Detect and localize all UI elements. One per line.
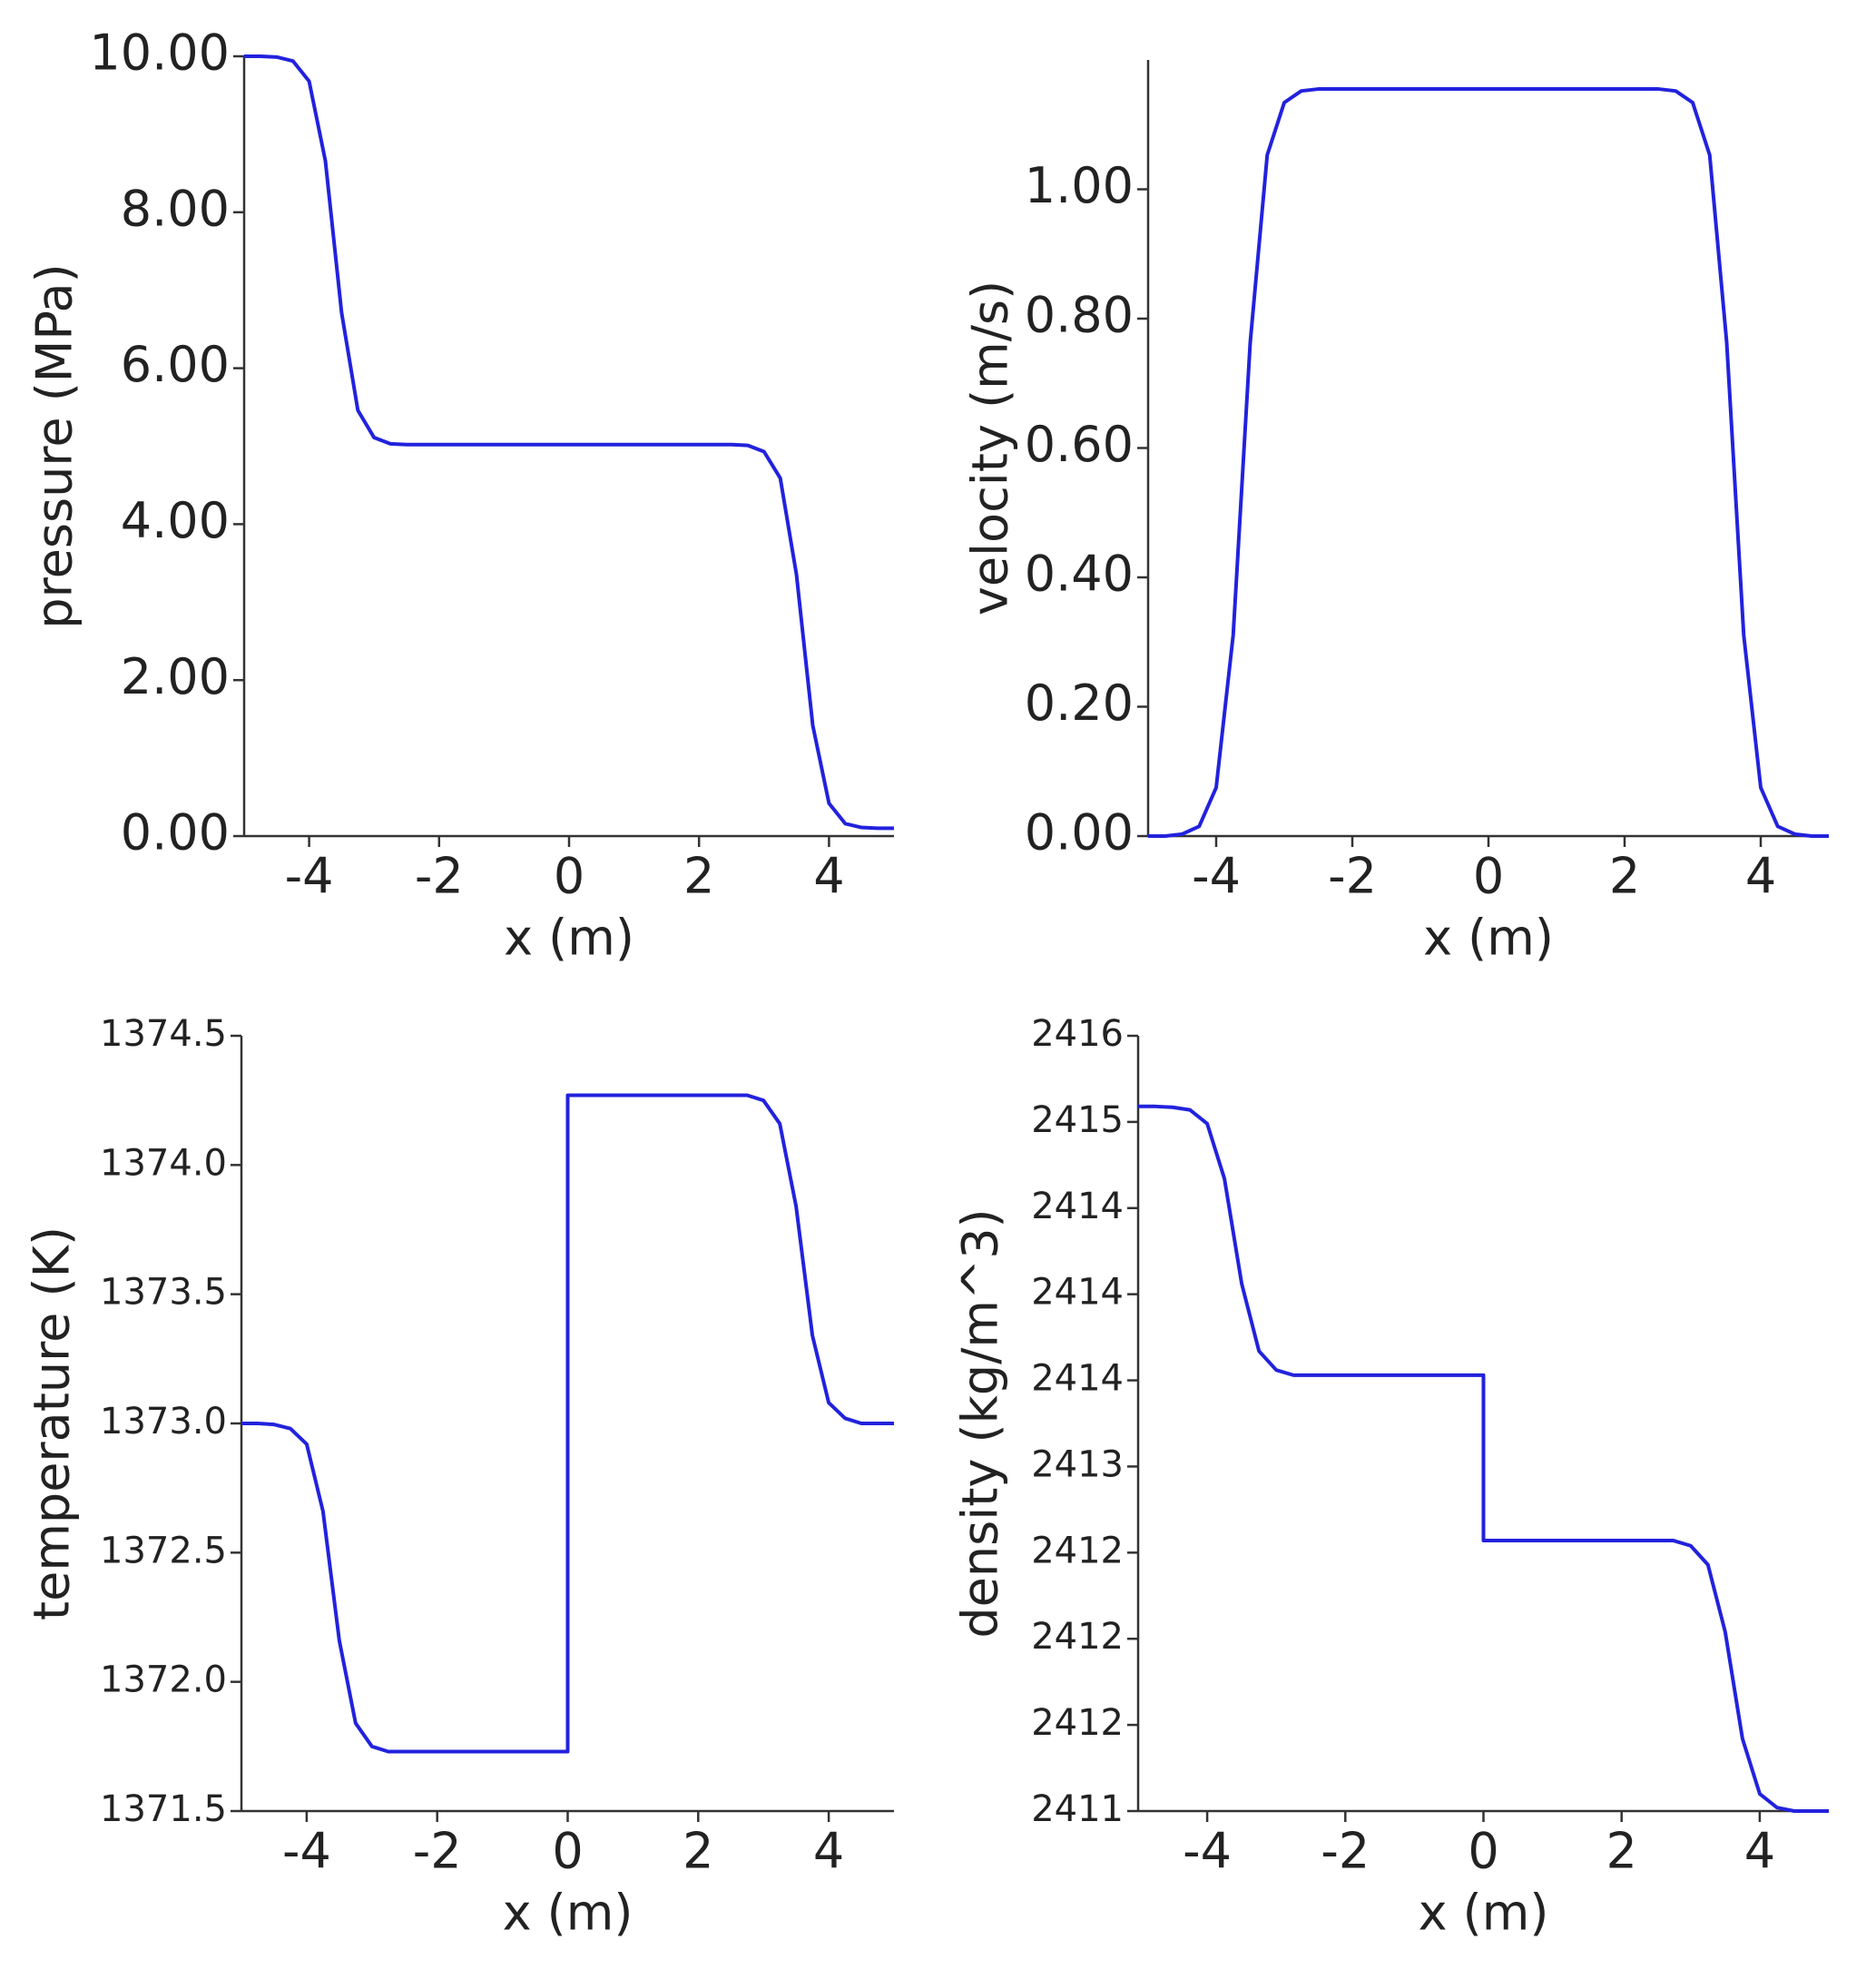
data-line — [241, 1093, 894, 1754]
x-tick-label: 4 — [813, 1823, 844, 1880]
x-tick-label: 0 — [552, 1823, 583, 1880]
x-tick-label: 2 — [683, 1823, 713, 1880]
y-tick-label: 2416 — [1031, 1013, 1124, 1055]
y-tick-label: 2414 — [1031, 1272, 1124, 1314]
y-tick-label: 2414 — [1031, 1358, 1124, 1400]
y-tick-label: 2.00 — [121, 648, 230, 705]
y-axis-label: temperature (K) — [24, 1226, 81, 1620]
y-tick-label: 1374.0 — [100, 1142, 227, 1184]
x-tick-label: 4 — [813, 848, 844, 905]
y-tick-label: 8.00 — [121, 180, 230, 237]
x-tick-label: 4 — [1744, 1823, 1775, 1880]
chart-panel: 2411 2412 2412 2412 2413 2414 2414 2414 2415 2416… — [952, 1013, 1829, 1942]
y-tick-label: 4.00 — [121, 492, 230, 549]
y-tick-label: 6.00 — [121, 336, 230, 393]
y-tick-label: 2413 — [1031, 1443, 1124, 1485]
x-tick-label: 2 — [683, 848, 714, 905]
chart-panel: 0.00 0.20 0.40 0.60 0.80 1.00 -4 -2 0 2 4 x (m) velo… — [962, 60, 1829, 967]
x-tick-label: 0 — [554, 848, 584, 905]
y-tick-label: 2412 — [1031, 1530, 1124, 1571]
chart-panel: 0.00 2.00 4.00 6.00 8.00 10.00 -4 -2 0 2 4 x (m) pre… — [26, 25, 894, 967]
y-tick-label: 1373.5 — [100, 1272, 227, 1314]
y-tick-label: 0.40 — [1025, 546, 1134, 603]
y-tick-label: 0.80 — [1025, 287, 1134, 344]
x-tick-label: 0 — [1473, 848, 1504, 905]
y-tick-label: 10.00 — [89, 25, 230, 82]
x-tick-label: -2 — [413, 1823, 462, 1880]
x-axis-label: x (m) — [504, 910, 634, 967]
y-axis-label: density (kg/m^3) — [952, 1208, 1009, 1638]
y-tick-label: 1374.5 — [100, 1013, 227, 1055]
x-tick-label: 2 — [1609, 848, 1640, 905]
y-tick-label: 0.60 — [1025, 416, 1134, 473]
x-tick-label: -4 — [1183, 1823, 1232, 1880]
x-tick-label: -4 — [285, 848, 334, 905]
data-line — [1148, 87, 1829, 838]
y-tick-label: 1.00 — [1025, 157, 1134, 214]
x-tick-label: -2 — [1321, 1823, 1370, 1880]
y-tick-label: 2414 — [1031, 1186, 1124, 1227]
x-axis-label: x (m) — [1419, 1885, 1549, 1942]
y-tick-label: 1371.5 — [100, 1788, 227, 1830]
y-tick-label: 1373.0 — [100, 1401, 227, 1442]
x-tick-label: -4 — [282, 1823, 331, 1880]
y-tick-label: 2411 — [1031, 1788, 1124, 1830]
y-tick-label: 0.20 — [1025, 674, 1134, 732]
x-axis-label: x (m) — [503, 1885, 634, 1942]
y-tick-label: 2415 — [1031, 1099, 1124, 1141]
y-axis-label: pressure (MPa) — [26, 263, 83, 628]
x-tick-label: -4 — [1192, 848, 1241, 905]
x-tick-label: 2 — [1606, 1823, 1637, 1880]
y-axis-label: velocity (m/s) — [962, 281, 1019, 615]
data-line — [244, 54, 894, 831]
y-tick-label: 2412 — [1031, 1702, 1124, 1744]
y-tick-label: 1372.5 — [100, 1530, 227, 1571]
chart-panel: 1371.5 1372.0 1372.5 1373.0 1373.5 1374.0 1374… — [24, 1013, 894, 1942]
y-tick-label: 2412 — [1031, 1616, 1124, 1658]
y-tick-label: 1372.0 — [100, 1659, 227, 1701]
x-axis-label: x (m) — [1423, 910, 1554, 967]
data-line — [1138, 1104, 1829, 1813]
x-tick-label: 4 — [1745, 848, 1776, 905]
x-tick-label: 0 — [1468, 1823, 1498, 1880]
y-tick-label: 0.00 — [121, 804, 230, 862]
x-tick-label: -2 — [1328, 848, 1377, 905]
x-tick-label: -2 — [415, 848, 464, 905]
y-tick-label: 0.00 — [1025, 804, 1134, 862]
